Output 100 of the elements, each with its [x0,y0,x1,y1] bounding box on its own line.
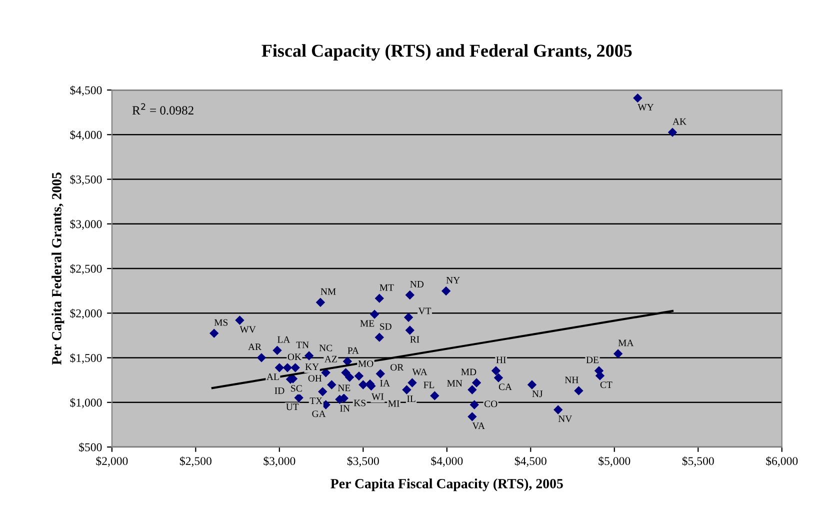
point [374,294,384,303]
data-label: NY [446,277,460,284]
data-label: WV [240,326,256,333]
data-label: LA [278,336,290,343]
y-tick-label: $500 [79,442,102,452]
point [470,400,479,410]
point [374,332,384,342]
data-label: MS [214,319,228,326]
point [404,312,414,322]
point [402,385,412,394]
point [304,351,314,360]
x-tick-label: $3,500 [347,456,379,467]
x-tick-label: $2,000 [96,456,128,467]
data-label: IN [340,405,350,412]
data-label: ND [410,281,424,288]
y-axis-title: Per Capita Federal Grants, 2005 [52,172,64,365]
x-tick-label: $4,000 [431,456,463,467]
data-label: IA [380,380,390,386]
point [235,316,244,325]
point [468,412,477,422]
data-label: CA [498,384,512,390]
data-label: NV [558,416,572,422]
data-label: HI [496,356,506,364]
chart-title: Fiscal Capacity (RTS) and Federal Grants, 2005 [262,44,632,61]
data-label: WA [412,368,428,376]
data-label: TN [296,342,309,348]
data-label: IL [407,396,416,402]
data-label: MT [380,284,394,291]
point [318,387,328,396]
y-tick-label: $1,500 [70,353,102,364]
annotation: R$^{2}$ = 0.0982 [132,103,194,115]
x-tick-label: $6,000 [766,456,798,467]
point [327,380,336,390]
point [633,93,642,103]
point [274,363,284,372]
data-label: KS [354,400,366,406]
data-label: ID [274,387,284,394]
data-label: AZ [324,356,337,362]
point [354,371,364,381]
data-label: VT [418,308,432,314]
point [494,373,504,382]
y-tick-label: $3,000 [70,219,102,230]
data-label: NM [320,288,336,295]
data-label: TX [310,398,322,404]
data-label: MA [618,340,634,346]
data-label: WY [638,104,654,110]
data-label: UT [286,404,299,410]
point [472,378,482,388]
x-axis-title: Per Capita Fiscal Capacity (RTS), 2005 [330,478,563,492]
point [209,328,219,338]
data-label: CO [484,400,498,408]
data-label: VA [472,422,485,430]
data-label: OH [308,375,322,382]
y-tick-label: $4,500 [70,86,102,96]
point [491,366,501,376]
data-label: SC [291,385,302,392]
y-tick-label: $1,000 [70,398,102,408]
point [405,290,414,300]
data-label: DE [586,356,598,364]
x-tick-label: $2,500 [180,456,212,467]
point [290,363,300,372]
data-label: FL [424,382,434,388]
data-label: AL [266,374,279,380]
point [405,326,414,335]
point [574,386,584,396]
point [294,393,304,402]
point [408,378,417,388]
y-tick-label: $4,000 [70,130,102,141]
point [595,371,605,380]
point [344,372,354,382]
data-label: MI [388,400,400,407]
data-label: MO [358,360,374,368]
data-label: WI [372,393,384,400]
y-tick-label: $2,500 [70,264,102,274]
data-label: MD [461,368,476,376]
x-tick-label: $5,500 [682,456,714,467]
x-tick-label: $4,500 [514,456,546,467]
data-label: OR [390,364,404,371]
point [527,380,537,390]
point [272,346,282,355]
point [358,380,368,390]
data-label: AR [248,344,262,350]
data-label: OK [288,354,302,360]
point [282,363,292,372]
data-label: CT [600,382,612,388]
data-label: NJ [532,390,543,398]
y-tick-label: $3,500 [70,174,102,186]
data-label: RI [410,336,420,343]
data-label: KY [305,364,319,370]
point [441,286,451,296]
point [613,349,623,358]
data-label: NC [319,344,332,352]
x-tick-label: $5,000 [598,456,630,467]
point [256,353,266,362]
data-label: PA [348,347,359,354]
data-label: NE [338,384,350,392]
data-label: AK [672,118,686,125]
point [554,405,563,414]
data-label: GA [312,410,326,418]
point [342,356,352,366]
